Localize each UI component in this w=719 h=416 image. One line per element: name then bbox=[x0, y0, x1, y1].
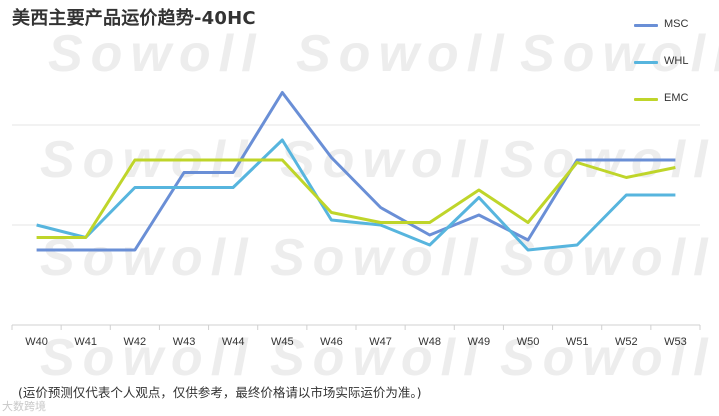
legend-item-whl: WHL bbox=[634, 55, 714, 71]
x-tick-label: W42 bbox=[124, 336, 147, 348]
series-line-emc bbox=[36, 158, 676, 239]
x-tick-label: W46 bbox=[320, 336, 343, 348]
x-tick-label: W51 bbox=[566, 336, 589, 348]
x-tick-label: W48 bbox=[418, 336, 441, 348]
legend-swatch bbox=[634, 24, 658, 27]
x-tick-label: W40 bbox=[25, 336, 48, 348]
legend-swatch bbox=[634, 61, 658, 64]
footnote: (运价预测仅代表个人观点，仅供参考，最终价格请以市场实际运价为准。) bbox=[18, 385, 422, 400]
x-tick-label: W47 bbox=[369, 336, 392, 348]
gridlines bbox=[12, 124, 700, 226]
x-tick-label: W53 bbox=[664, 336, 687, 348]
x-tick-labels: W40 W41 W42 W43 W44 W45 W46 W47 W48 W49 W50 W51 W52 W… bbox=[25, 336, 686, 348]
legend-label: EMC bbox=[664, 92, 689, 104]
legend-item-emc: EMC bbox=[634, 92, 714, 108]
x-tick-label: W50 bbox=[517, 336, 540, 348]
chart-title: 美西主要产品运价趋势-40HC bbox=[12, 8, 256, 29]
x-tick-label: W44 bbox=[222, 336, 245, 348]
corner-logo-text: 大数跨境 bbox=[2, 400, 46, 413]
x-tick-label: W43 bbox=[173, 336, 196, 348]
legend-swatch bbox=[634, 98, 658, 101]
legend-label: WHL bbox=[664, 55, 689, 67]
x-tick-label: W41 bbox=[74, 336, 97, 348]
x-tick-label: W45 bbox=[271, 336, 294, 348]
series-line-whl bbox=[36, 138, 676, 252]
series-line-msc bbox=[36, 91, 676, 252]
series-lines bbox=[36, 91, 676, 252]
x-tick-label: W52 bbox=[615, 336, 638, 348]
legend-item-msc: MSC bbox=[634, 18, 714, 34]
legend-label: MSC bbox=[664, 18, 689, 30]
x-tick-label: W49 bbox=[468, 336, 491, 348]
x-axis bbox=[11, 324, 701, 330]
